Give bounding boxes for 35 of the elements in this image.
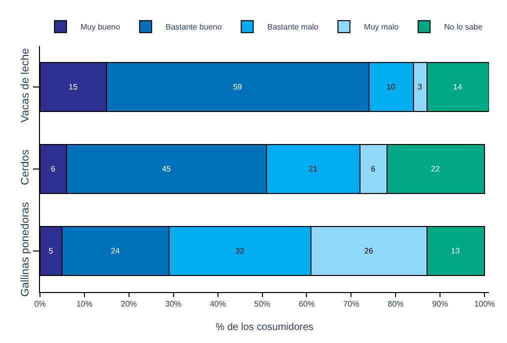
x-tick-label: 90%: [432, 300, 448, 309]
data-label: 22: [430, 164, 440, 174]
x-tick-label: 20%: [120, 300, 137, 309]
x-tick-label: 0%: [34, 300, 46, 309]
data-label: 3: [418, 82, 423, 92]
legend-label: Bastante malo: [267, 22, 319, 32]
data-label: 26: [364, 246, 374, 256]
data-label: 5: [48, 246, 54, 256]
data-label: 59: [233, 82, 243, 92]
legend-label: No lo sabe: [444, 22, 483, 32]
x-tick-label: 30%: [165, 300, 182, 309]
y-tick-label: Cerdos: [20, 149, 32, 186]
x-tick-label: 70%: [343, 300, 360, 309]
y-tick-label: Gallinas ponedoras: [20, 201, 32, 297]
x-tick-label: 10%: [76, 300, 92, 309]
legend-label: Muy bueno: [80, 22, 121, 32]
y-tick-label: Vacas de leche: [20, 48, 32, 123]
data-label: 6: [370, 164, 376, 174]
data-label: 6: [50, 164, 56, 174]
data-label: 24: [110, 246, 120, 256]
x-tick-label: 100%: [474, 300, 495, 309]
x-tick-label: 60%: [298, 300, 315, 309]
data-label: 45: [162, 164, 172, 174]
data-label: 14: [453, 82, 463, 92]
data-label: 10: [386, 82, 396, 92]
x-tick-label: 40%: [210, 300, 226, 309]
data-label: 13: [450, 246, 460, 256]
legend-label: Muy malo: [364, 22, 400, 32]
x-tick-label: 50%: [254, 300, 270, 309]
x-tick-label: 80%: [388, 300, 404, 309]
data-label: 21: [308, 164, 318, 174]
data-label: 15: [68, 82, 78, 92]
legend-label: Bastante bueno: [166, 22, 222, 32]
data-label: 32: [235, 246, 245, 256]
x-axis-title: % de los cosumidores: [216, 322, 314, 334]
